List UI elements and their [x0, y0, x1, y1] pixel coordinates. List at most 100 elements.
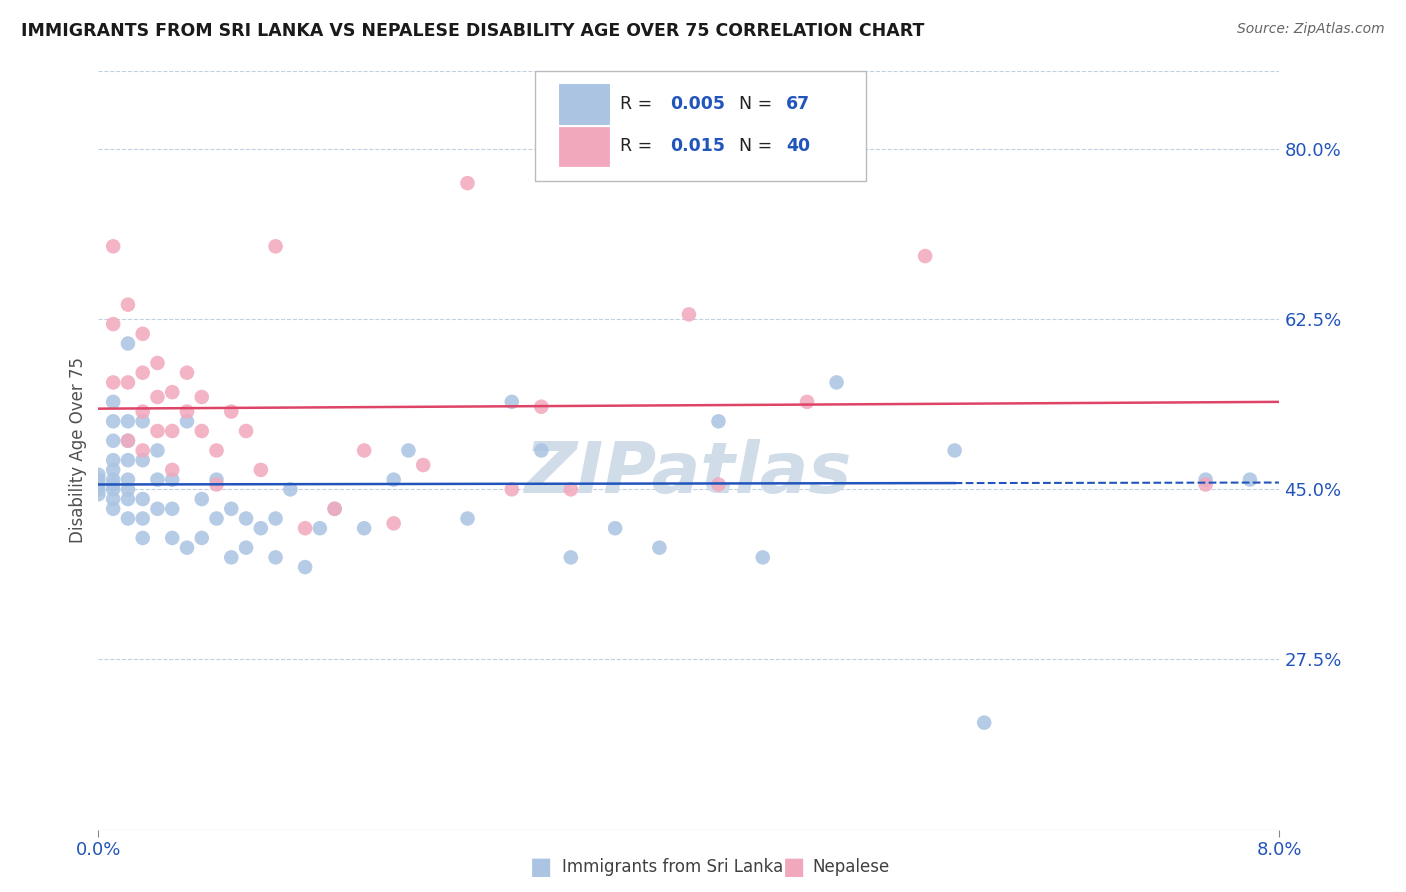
FancyBboxPatch shape: [560, 127, 609, 166]
Point: [132, 414, 155, 428]
Point: [191, 531, 214, 545]
Point: [132, 326, 155, 341]
Point: [87, 473, 110, 487]
Text: 0.015: 0.015: [671, 137, 725, 155]
Point: [103, 473, 125, 487]
Point: [87, 477, 110, 491]
Point: [162, 501, 183, 516]
Point: [560, 483, 582, 497]
Point: [353, 443, 375, 458]
Point: [323, 501, 346, 516]
Point: [235, 511, 257, 525]
Text: 67: 67: [786, 95, 810, 113]
Point: [103, 491, 125, 506]
Point: [398, 443, 420, 458]
FancyBboxPatch shape: [560, 84, 609, 124]
Point: [103, 477, 125, 491]
Point: [1239, 473, 1261, 487]
Point: [117, 491, 139, 506]
Point: [103, 317, 125, 331]
Point: [103, 453, 125, 467]
FancyBboxPatch shape: [536, 71, 866, 181]
Point: [117, 434, 139, 448]
Text: R =: R =: [620, 95, 652, 113]
Point: [221, 550, 243, 565]
Text: Immigrants from Sri Lanka: Immigrants from Sri Lanka: [562, 858, 783, 876]
Text: R =: R =: [620, 137, 652, 155]
Point: [221, 404, 243, 418]
Point: [205, 443, 228, 458]
Point: [250, 463, 273, 477]
Point: [117, 511, 139, 525]
Point: [752, 550, 775, 565]
Point: [117, 336, 139, 351]
Point: [323, 501, 346, 516]
Point: [205, 511, 228, 525]
Point: [87, 487, 110, 501]
Point: [176, 404, 198, 418]
Point: [1195, 477, 1218, 491]
Point: [132, 404, 155, 418]
Point: [973, 715, 995, 730]
Point: [117, 414, 139, 428]
Point: [353, 521, 375, 535]
Point: [294, 560, 316, 574]
Point: [146, 473, 169, 487]
Point: [914, 249, 936, 263]
Point: [264, 239, 287, 253]
Point: [132, 366, 155, 380]
Point: [132, 491, 155, 506]
Point: [103, 414, 125, 428]
Point: [796, 395, 818, 409]
Point: [103, 239, 125, 253]
Point: [294, 521, 316, 535]
Text: N =: N =: [738, 137, 772, 155]
Point: [560, 550, 582, 565]
Point: [264, 550, 287, 565]
Point: [235, 424, 257, 438]
Point: [530, 400, 553, 414]
Point: [146, 443, 169, 458]
Point: [132, 511, 155, 525]
Point: [146, 424, 169, 438]
Point: [221, 501, 243, 516]
Point: [162, 473, 183, 487]
Text: ■: ■: [783, 855, 806, 879]
Point: [530, 443, 553, 458]
Text: IMMIGRANTS FROM SRI LANKA VS NEPALESE DISABILITY AGE OVER 75 CORRELATION CHART: IMMIGRANTS FROM SRI LANKA VS NEPALESE DI…: [21, 22, 925, 40]
Point: [382, 516, 405, 531]
Text: 40: 40: [786, 137, 810, 155]
Text: N =: N =: [738, 95, 772, 113]
Point: [162, 531, 183, 545]
Point: [1195, 473, 1218, 487]
Point: [132, 453, 155, 467]
Point: [146, 356, 169, 370]
Point: [162, 385, 183, 400]
Point: [103, 376, 125, 390]
Point: [943, 443, 966, 458]
Text: 0.005: 0.005: [671, 95, 725, 113]
Point: [146, 390, 169, 404]
Point: [501, 395, 523, 409]
Point: [117, 453, 139, 467]
Point: [191, 390, 214, 404]
Point: [205, 477, 228, 491]
Point: [707, 414, 730, 428]
Point: [501, 483, 523, 497]
Point: [117, 473, 139, 487]
Point: [117, 434, 139, 448]
Point: [191, 424, 214, 438]
Point: [117, 376, 139, 390]
Point: [132, 531, 155, 545]
Point: [146, 501, 169, 516]
Point: [707, 477, 730, 491]
Text: Source: ZipAtlas.com: Source: ZipAtlas.com: [1237, 22, 1385, 37]
Point: [162, 463, 183, 477]
Point: [117, 483, 139, 497]
Point: [176, 366, 198, 380]
Point: [648, 541, 671, 555]
Point: [87, 483, 110, 497]
Point: [457, 176, 479, 190]
Point: [162, 424, 183, 438]
Point: [605, 521, 627, 535]
